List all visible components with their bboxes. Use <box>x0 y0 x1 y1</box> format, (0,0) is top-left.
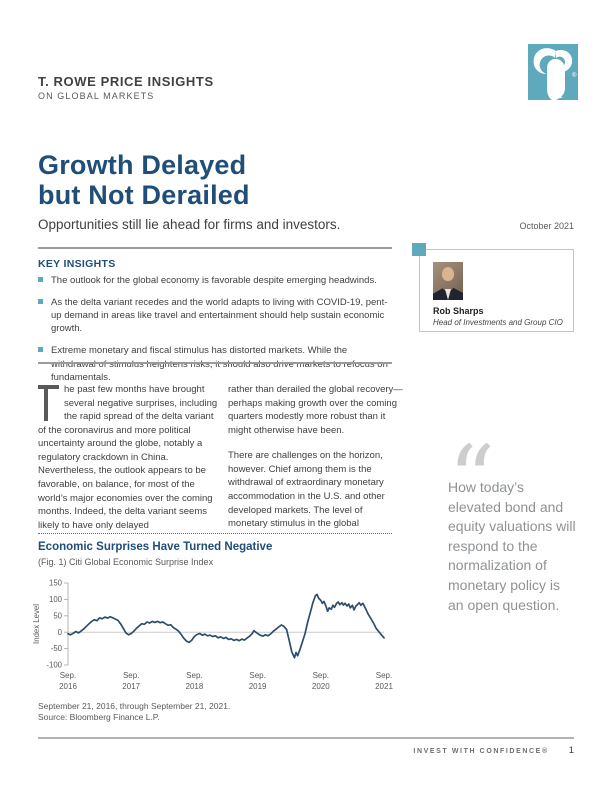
author-photo-shirt <box>445 289 451 300</box>
body-column-2: rather than derailed the global recovery… <box>228 383 404 531</box>
key-insights-list: The outlook for the global economy is fa… <box>38 274 394 393</box>
page-title-line1: Growth Delayed <box>38 150 247 180</box>
logo-registered-mark: ® <box>572 72 577 79</box>
divider-top <box>38 247 392 249</box>
x-tick-label-month: Sep. <box>186 671 202 680</box>
figure-footnote-source: Source: Bloomberg Finance L.P. <box>38 712 160 723</box>
body-paragraph-2: rather than derailed the global recovery… <box>228 384 403 436</box>
dropcap-T <box>38 385 59 421</box>
key-insight-item: As the delta variant recedes and the wor… <box>38 296 394 335</box>
x-tick-label-year: 2018 <box>186 682 204 691</box>
x-tick-label-year: 2017 <box>122 682 140 691</box>
page-title-line2: but Not Derailed <box>38 180 250 211</box>
footer: INVEST WITH CONFIDENCE® 1 <box>413 745 574 756</box>
pull-quote-text: How today’s elevated bond and equity val… <box>448 479 576 613</box>
x-tick-label-month: Sep. <box>249 671 265 680</box>
x-tick-label-month: Sep. <box>123 671 139 680</box>
x-tick-label-year: 2019 <box>249 682 267 691</box>
author-name: Rob Sharps <box>433 306 484 316</box>
y-tick-label: -50 <box>51 644 63 653</box>
surprise-chart-svg: 150 100 50 0 -50 -100 Index Level Sep. 2016 Sep. 2… <box>32 579 393 691</box>
figure-subtitle: (Fig. 1) Citi Global Economic Surprise I… <box>38 557 214 567</box>
brand-eyebrow-subtitle: ON GLOBAL MARKETS <box>38 91 155 101</box>
author-card: Rob Sharps Head of Investments and Group… <box>419 249 574 332</box>
y-tick-label: 0 <box>58 628 63 637</box>
divider-dotted <box>38 533 392 534</box>
y-tick-label: 150 <box>49 579 63 588</box>
x-tick-label-month: Sep. <box>60 671 76 680</box>
page-number: 1 <box>568 745 574 756</box>
figure-footnote: September 21, 2016, through September 21… <box>38 701 230 724</box>
quote-mark-icon: “ <box>448 426 496 533</box>
x-tick-label-month: Sep. <box>376 671 392 680</box>
y-tick-label: 50 <box>53 611 62 620</box>
y-axis-title: Index Level <box>32 604 41 644</box>
publication-date: October 2021 <box>519 221 574 231</box>
footer-divider <box>38 737 574 739</box>
x-tick-label-year: 2016 <box>59 682 77 691</box>
y-tick-label: 100 <box>49 595 63 604</box>
x-tick-label-month: Sep. <box>313 671 329 680</box>
author-role: Head of Investments and Group CIO <box>433 318 563 327</box>
body-paragraph-3: There are challenges on the horizon, how… <box>228 450 385 530</box>
page-title: Growth Delayed but Not Derailed <box>38 150 250 210</box>
surprise-index-chart: 150 100 50 0 -50 -100 Index Level Sep. 2016 Sep. 2… <box>28 577 396 709</box>
footer-tagline: INVEST WITH CONFIDENCE® <box>413 748 549 755</box>
author-card-corner-accent <box>412 243 426 256</box>
body-paragraph-1: he past few months have brought several … <box>38 384 218 531</box>
figure-footnote-range: September 21, 2016, through September 21… <box>38 701 231 711</box>
key-insights-heading: KEY INSIGHTS <box>38 258 116 270</box>
series-line <box>67 593 385 659</box>
author-photo <box>433 262 463 300</box>
x-tick-label-year: 2021 <box>375 682 393 691</box>
x-tick-label-year: 2020 <box>312 682 330 691</box>
key-insight-item: The outlook for the global economy is fa… <box>38 274 394 287</box>
divider-bottom <box>38 362 392 364</box>
trowe-price-ram-logo-icon: ® <box>528 44 578 100</box>
pull-quote: “ How today’s elevated bond and equity v… <box>448 434 576 615</box>
key-insight-item: Extreme monetary and fiscal stimulus has… <box>38 344 394 383</box>
author-photo-head <box>442 267 454 281</box>
y-tick-label: -100 <box>46 661 62 670</box>
figure-heading: Economic Surprises Have Turned Negative <box>38 541 273 553</box>
body-column-1: he past few months have brought several … <box>38 383 220 532</box>
page-subtitle: Opportunities still lie ahead for firms … <box>38 217 341 232</box>
brand-eyebrow: T. ROWE PRICE INSIGHTS <box>38 74 214 89</box>
